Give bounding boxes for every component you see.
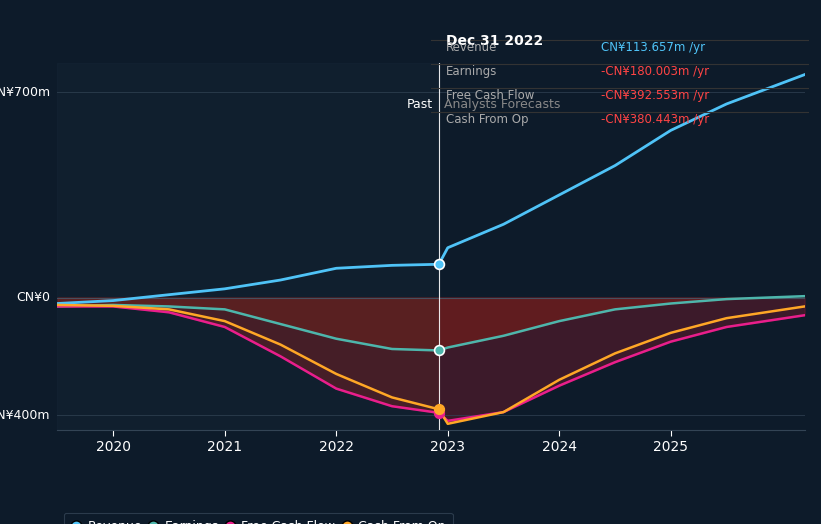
Text: Revenue: Revenue (446, 40, 498, 53)
Text: CN¥700m: CN¥700m (0, 86, 50, 99)
Legend: Revenue, Earnings, Free Cash Flow, Cash From Op: Revenue, Earnings, Free Cash Flow, Cash … (64, 513, 453, 524)
Text: Free Cash Flow: Free Cash Flow (446, 89, 534, 102)
Text: -CN¥400m: -CN¥400m (0, 409, 50, 421)
Text: Past: Past (407, 98, 433, 111)
Text: -CN¥392.553m /yr: -CN¥392.553m /yr (601, 89, 709, 102)
Text: -CN¥380.443m /yr: -CN¥380.443m /yr (601, 113, 709, 126)
Point (433, 346, 446, 355)
Text: CN¥113.657m /yr: CN¥113.657m /yr (601, 40, 705, 53)
Text: Analysts Forecasts: Analysts Forecasts (444, 98, 561, 111)
Text: Earnings: Earnings (446, 64, 498, 78)
Point (433, 409, 446, 417)
Point (433, 260, 446, 268)
Text: Dec 31 2022: Dec 31 2022 (446, 34, 544, 48)
Text: Cash From Op: Cash From Op (446, 113, 529, 126)
Text: -CN¥180.003m /yr: -CN¥180.003m /yr (601, 64, 709, 78)
Text: CN¥0: CN¥0 (16, 291, 50, 304)
Point (433, 405, 446, 413)
